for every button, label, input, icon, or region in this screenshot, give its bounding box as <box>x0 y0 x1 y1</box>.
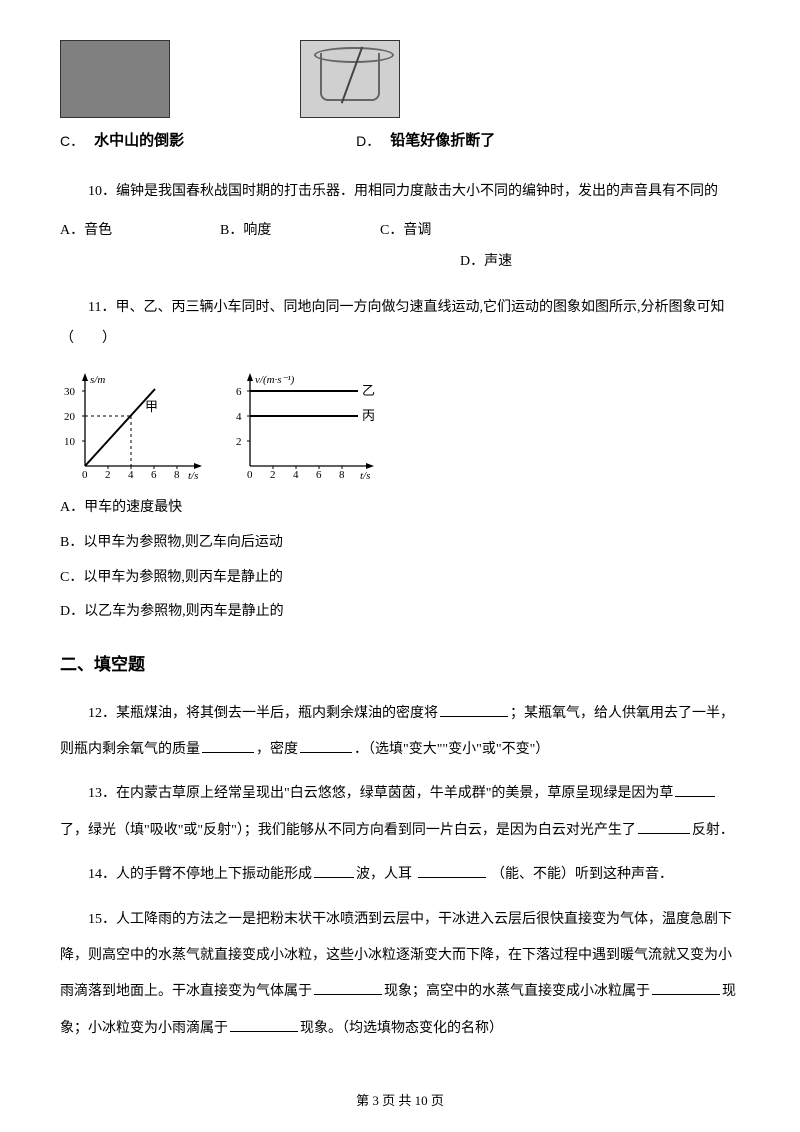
question-15: 15．人工降雨的方法之一是把粉末状干冰喷洒到云层中，干冰进入云层后很快直接变为气… <box>60 902 740 1048</box>
q14-text-3: （能、不能）听到这种声音． <box>488 867 674 882</box>
question-12: 12．某瓶煤油，将其倒去一半后，瓶内剩余煤油的密度将；某瓶氧气，给人供氧用去了一… <box>60 696 740 769</box>
option-d-image-item <box>300 40 400 118</box>
q15-blank-2 <box>652 981 720 995</box>
q13-text-2: 了，绿光（填"吸收"或"反射"）；我们能够从不同方向看到同一片白云，是因为白云对… <box>60 823 636 838</box>
q12-text-4: ．（选填"变大""变小"或"不变"） <box>354 742 549 757</box>
svg-text:10: 10 <box>64 436 76 448</box>
svg-text:丙: 丙 <box>362 408 375 423</box>
q14-blank-1 <box>314 864 354 878</box>
q13-text-3: 反射． <box>692 823 734 838</box>
question-10: 10．编钟是我国春秋战国时期的打击乐器．用相同力度敲击大小不同的编钟时，发出的声… <box>60 177 740 208</box>
q14-text-1: 14．人的手臂不停地上下振动能形成 <box>88 867 312 882</box>
question-13: 13．在内蒙古草原上经常呈现出"白云悠悠，绿草茵茵，牛羊成群"的美景，草原呈现绿… <box>60 776 740 849</box>
q14-text-2: 波，人耳 <box>356 867 416 882</box>
svg-text:20: 20 <box>64 411 76 423</box>
svg-text:6: 6 <box>236 386 242 398</box>
svg-text:t/s: t/s <box>188 470 198 481</box>
caption-row: C． 水中山的倒影 D． 铅笔好像折断了 <box>60 124 740 157</box>
svg-text:2: 2 <box>236 436 242 448</box>
q11-option-b: B．以甲车为参照物,则乙车向后运动 <box>60 528 740 559</box>
question-11: 11．甲、乙、丙三辆小车同时、同地向同一方向做匀速直线运动,它们运动的图象如图所… <box>60 293 740 355</box>
q13-blank-1 <box>675 783 715 797</box>
image-options-row <box>60 40 740 118</box>
q11-option-c: C．以甲车为参照物,则丙车是静止的 <box>60 563 740 594</box>
page-footer: 第 3 页 共 10 页 <box>0 1087 800 1116</box>
svg-text:6: 6 <box>316 469 322 481</box>
option-c-caption: 水中山的倒影 <box>94 124 184 157</box>
svg-text:8: 8 <box>174 469 180 481</box>
q13-blank-2 <box>638 820 690 834</box>
svg-text:4: 4 <box>293 469 299 481</box>
q13-text-1: 13．在内蒙古草原上经常呈现出"白云悠悠，绿草茵茵，牛羊成群"的美景，草原呈现绿… <box>88 786 673 801</box>
q12-text-3: ，密度 <box>256 742 298 757</box>
svg-text:6: 6 <box>151 469 157 481</box>
option-c-letter: C． <box>60 126 84 157</box>
option-d-letter: D． <box>356 126 380 157</box>
graph-velocity-time: 2 4 6 0 2 4 6 8 v/(m·s⁻¹) t/s 乙 丙 <box>230 371 400 481</box>
question-14: 14．人的手臂不停地上下振动能形成 波，人耳 （能、不能）听到这种声音． <box>60 857 740 893</box>
svg-text:8: 8 <box>339 469 345 481</box>
q15-blank-3 <box>230 1018 298 1032</box>
pencil-in-water-image <box>300 40 400 118</box>
svg-text:s/m: s/m <box>90 374 105 386</box>
svg-text:甲: 甲 <box>145 399 158 414</box>
q10-options-row: A．音色 B．响度 C．音调 <box>60 216 740 247</box>
q10-option-d: D．声速 <box>60 247 740 278</box>
q11-graphs: 10 20 30 0 2 4 6 8 s/m t/s 甲 2 4 6 <box>60 371 740 481</box>
svg-text:2: 2 <box>270 469 276 481</box>
svg-text:0: 0 <box>82 469 88 481</box>
q15-blank-1 <box>314 981 382 995</box>
svg-text:4: 4 <box>128 469 134 481</box>
q15-text-4: 现象。（均选填物态变化的名称） <box>300 1021 503 1036</box>
q10-option-c: C．音调 <box>380 216 540 247</box>
svg-text:4: 4 <box>236 411 242 423</box>
mountain-reflection-image <box>60 40 170 118</box>
svg-text:t/s: t/s <box>360 470 370 481</box>
q12-blank-2 <box>202 739 254 753</box>
q10-option-b: B．响度 <box>220 216 380 247</box>
svg-text:30: 30 <box>64 386 76 398</box>
q12-blank-3 <box>300 739 352 753</box>
svg-text:0: 0 <box>247 469 253 481</box>
svg-text:乙: 乙 <box>362 383 375 398</box>
q11-option-a: A．甲车的速度最快 <box>60 493 740 524</box>
q10-option-a: A．音色 <box>60 216 220 247</box>
q15-text-2: 现象；高空中的水蒸气直接变成小冰粒属于 <box>384 984 650 999</box>
q14-blank-2 <box>418 864 486 878</box>
svg-text:2: 2 <box>105 469 111 481</box>
option-d-caption: 铅笔好像折断了 <box>390 124 495 157</box>
svg-text:v/(m·s⁻¹): v/(m·s⁻¹) <box>255 374 295 386</box>
section-2-header: 二、填空题 <box>60 646 740 683</box>
q12-text-1: 12．某瓶煤油，将其倒去一半后，瓶内剩余煤油的密度将 <box>88 706 438 721</box>
graph-distance-time: 10 20 30 0 2 4 6 8 s/m t/s 甲 <box>60 371 210 481</box>
option-c-image-item <box>60 40 170 118</box>
q11-option-d: D．以乙车为参照物,则丙车是静止的 <box>60 597 740 628</box>
q12-blank-1 <box>440 703 508 717</box>
